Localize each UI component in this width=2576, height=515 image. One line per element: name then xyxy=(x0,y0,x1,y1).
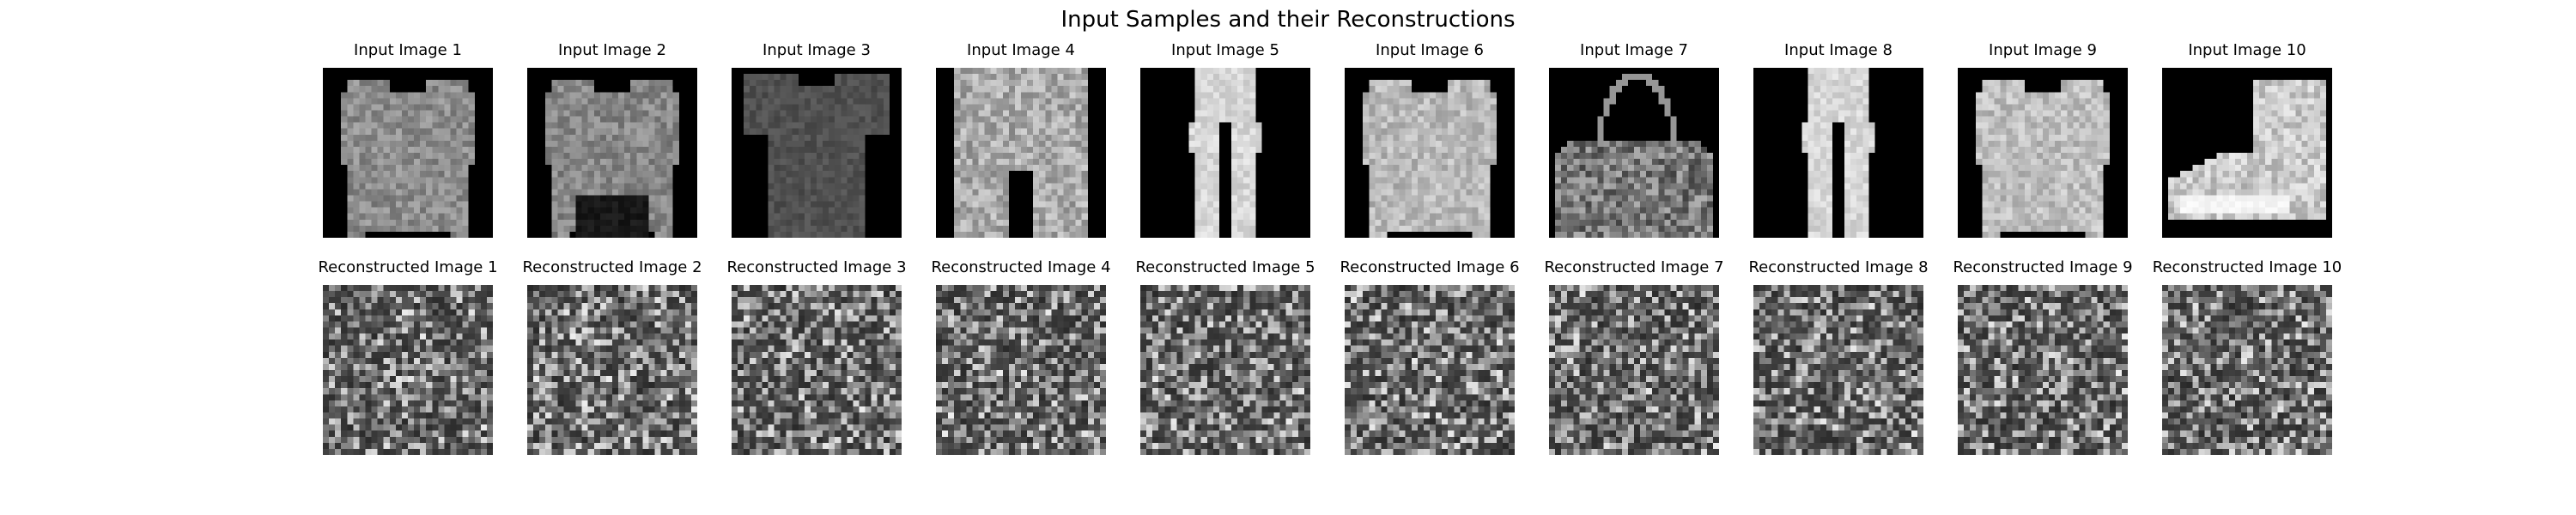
reconstruction-image-10 xyxy=(2162,285,2332,455)
figure-title: Input Samples and their Reconstructions xyxy=(1060,7,1516,33)
input-image-7 xyxy=(1549,68,1719,238)
input-image-1 xyxy=(323,68,493,238)
reconstruction-image-5 xyxy=(1140,285,1310,455)
input-label-1: Input Image 1 xyxy=(354,41,462,59)
input-image-2 xyxy=(527,68,697,238)
input-image-5 xyxy=(1140,68,1310,238)
input-panel-2: Input Image 2 xyxy=(527,41,697,238)
reconstruction-label-7: Reconstructed Image 7 xyxy=(1544,258,1724,276)
input-image-3 xyxy=(732,68,902,238)
input-image-6 xyxy=(1345,68,1515,238)
input-label-3: Input Image 3 xyxy=(762,41,871,59)
input-label-10: Input Image 10 xyxy=(2188,41,2306,59)
input-label-9: Input Image 9 xyxy=(1989,41,2097,59)
input-image-4 xyxy=(936,68,1106,238)
reconstruction-panel-8: Reconstructed Image 8 xyxy=(1748,258,1929,455)
reconstruction-image-6 xyxy=(1345,285,1515,455)
reconstruction-panel-2: Reconstructed Image 2 xyxy=(522,258,702,455)
reconstruction-panel-5: Reconstructed Image 5 xyxy=(1135,258,1315,455)
reconstruction-label-4: Reconstructed Image 4 xyxy=(931,258,1111,276)
input-panel-4: Input Image 4 xyxy=(936,41,1106,238)
reconstruction-panel-6: Reconstructed Image 6 xyxy=(1340,258,1520,455)
reconstruction-label-5: Reconstructed Image 5 xyxy=(1135,258,1315,276)
reconstruction-panel-7: Reconstructed Image 7 xyxy=(1544,258,1724,455)
input-label-7: Input Image 7 xyxy=(1580,41,1688,59)
reconstruction-label-1: Reconstructed Image 1 xyxy=(318,258,498,276)
input-label-2: Input Image 2 xyxy=(558,41,666,59)
reconstruction-panel-9: Reconstructed Image 9 xyxy=(1953,258,2133,455)
input-panel-7: Input Image 7 xyxy=(1549,41,1719,238)
reconstruction-image-7 xyxy=(1549,285,1719,455)
reconstruction-image-8 xyxy=(1753,285,1923,455)
reconstruction-panel-4: Reconstructed Image 4 xyxy=(931,258,1111,455)
reconstruction-label-10: Reconstructed Image 10 xyxy=(2152,258,2342,276)
input-label-5: Input Image 5 xyxy=(1171,41,1279,59)
input-panel-5: Input Image 5 xyxy=(1140,41,1310,238)
reconstruction-image-4 xyxy=(936,285,1106,455)
reconstruction-label-3: Reconstructed Image 3 xyxy=(726,258,907,276)
input-panel-1: Input Image 1 xyxy=(323,41,493,238)
reconstruction-panel-1: Reconstructed Image 1 xyxy=(318,258,498,455)
input-image-10 xyxy=(2162,68,2332,238)
reconstruction-image-2 xyxy=(527,285,697,455)
input-image-8 xyxy=(1753,68,1923,238)
reconstruction-panel-10: Reconstructed Image 10 xyxy=(2153,258,2342,455)
input-panel-10: Input Image 10 xyxy=(2162,41,2332,238)
reconstruction-panel-3: Reconstructed Image 3 xyxy=(726,258,907,455)
reconstruction-label-6: Reconstructed Image 6 xyxy=(1340,258,1520,276)
input-panel-8: Input Image 8 xyxy=(1753,41,1923,238)
reconstruction-image-1 xyxy=(323,285,493,455)
reconstruction-label-9: Reconstructed Image 9 xyxy=(1953,258,2133,276)
input-panel-3: Input Image 3 xyxy=(732,41,902,238)
input-panel-6: Input Image 6 xyxy=(1345,41,1515,238)
reconstruction-image-3 xyxy=(732,285,902,455)
input-label-6: Input Image 6 xyxy=(1376,41,1484,59)
input-panel-9: Input Image 9 xyxy=(1958,41,2128,238)
input-label-4: Input Image 4 xyxy=(967,41,1075,59)
reconstruction-label-8: Reconstructed Image 8 xyxy=(1748,258,1929,276)
input-label-8: Input Image 8 xyxy=(1784,41,1893,59)
reconstruction-label-2: Reconstructed Image 2 xyxy=(522,258,702,276)
reconstruction-image-9 xyxy=(1958,285,2128,455)
input-image-9 xyxy=(1958,68,2128,238)
